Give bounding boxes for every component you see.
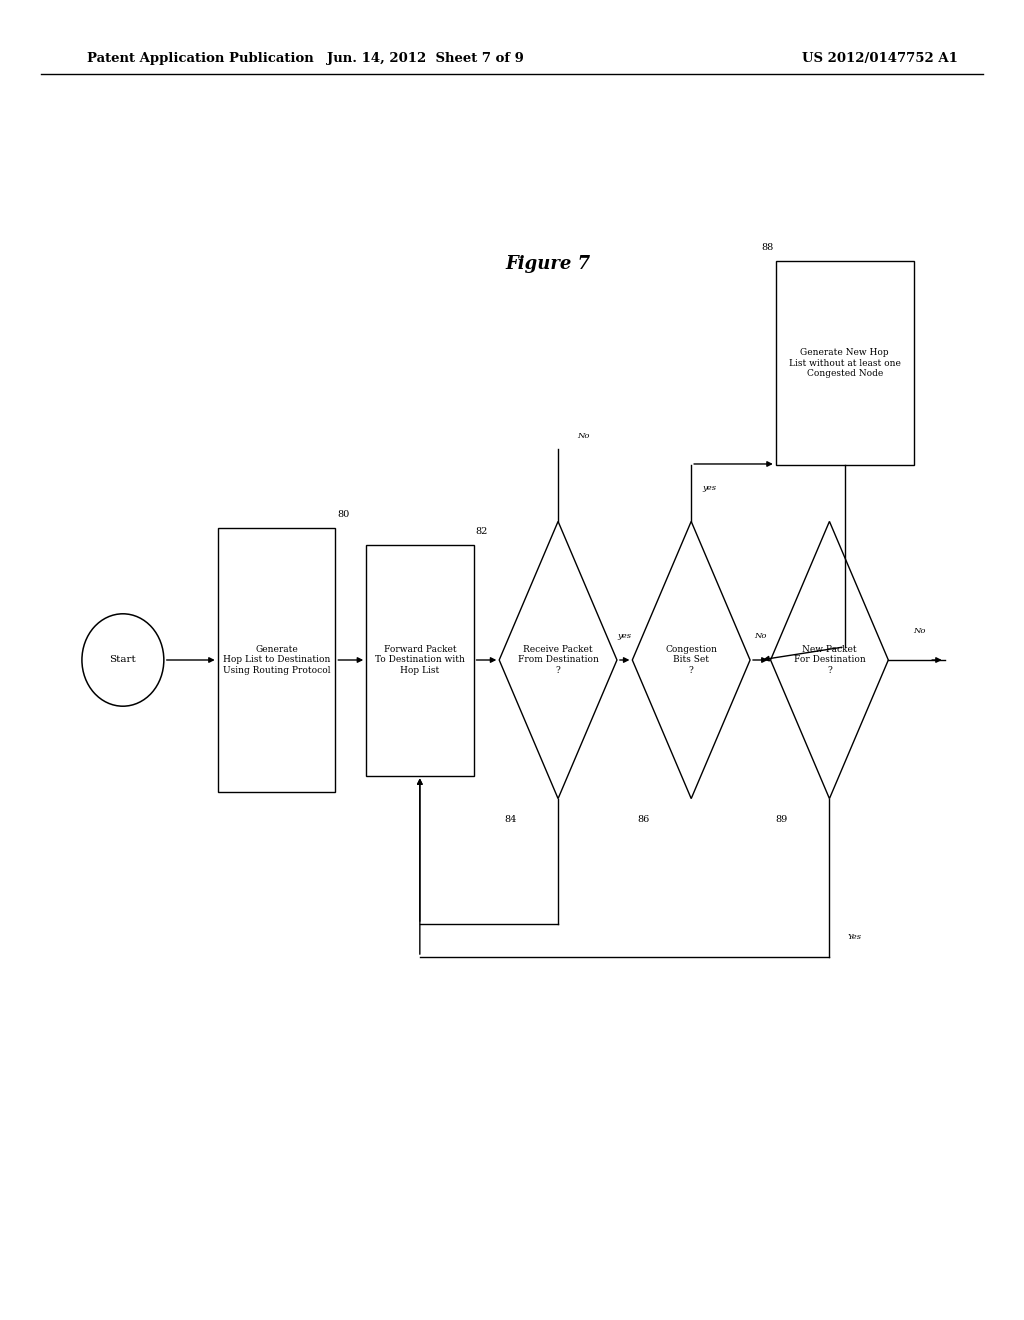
Text: Jun. 14, 2012  Sheet 7 of 9: Jun. 14, 2012 Sheet 7 of 9: [327, 51, 523, 65]
Text: No: No: [755, 632, 767, 640]
Text: Yes: Yes: [848, 933, 862, 941]
Text: 84: 84: [505, 816, 517, 825]
Text: 82: 82: [475, 527, 488, 536]
Text: No: No: [912, 627, 926, 635]
Bar: [367, 545, 473, 776]
Text: Figure 7: Figure 7: [505, 255, 591, 273]
Text: 80: 80: [338, 511, 349, 520]
Text: yes: yes: [617, 632, 632, 640]
Bar: [218, 528, 336, 792]
Text: Patent Application Publication: Patent Application Publication: [87, 51, 313, 65]
Bar: [776, 261, 913, 466]
Text: Receive Packet
From Destination
?: Receive Packet From Destination ?: [518, 645, 598, 675]
Text: No: No: [578, 432, 590, 440]
Text: New Packet
For Destination
?: New Packet For Destination ?: [794, 645, 865, 675]
Text: Start: Start: [110, 656, 136, 664]
Text: Congestion
Bits Set
?: Congestion Bits Set ?: [666, 645, 717, 675]
Text: US 2012/0147752 A1: US 2012/0147752 A1: [802, 51, 957, 65]
Text: Generate
Hop List to Destination
Using Routing Protocol: Generate Hop List to Destination Using R…: [223, 645, 330, 675]
Text: 86: 86: [637, 816, 649, 825]
Text: 89: 89: [776, 816, 787, 825]
Text: yes: yes: [702, 484, 717, 492]
Text: Generate New Hop
List without at least one
Congested Node: Generate New Hop List without at least o…: [788, 348, 901, 378]
Text: Forward Packet
To Destination with
Hop List: Forward Packet To Destination with Hop L…: [375, 645, 465, 675]
Text: 88: 88: [762, 243, 774, 252]
